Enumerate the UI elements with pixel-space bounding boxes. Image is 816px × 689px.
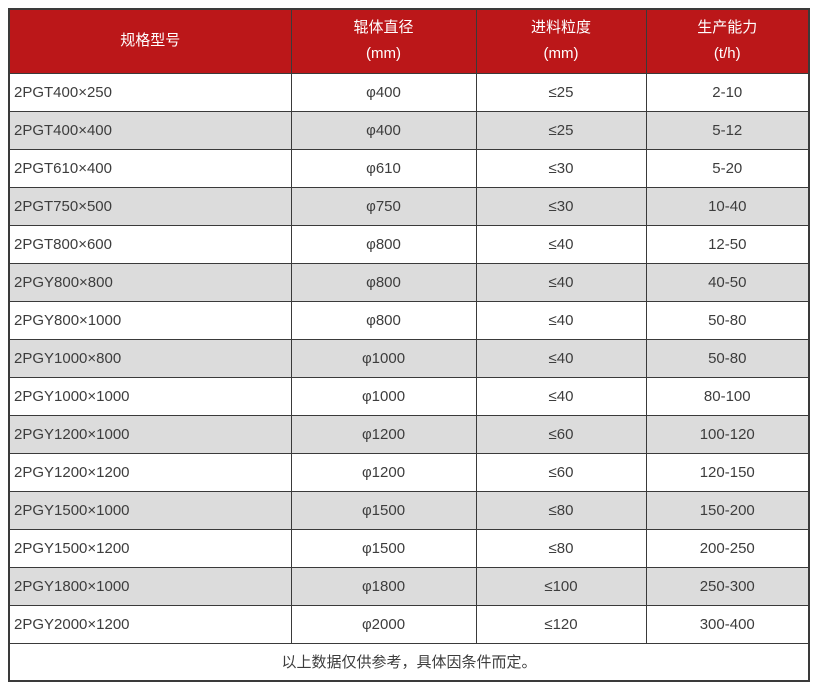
diameter-cell: φ400 <box>290 110 477 150</box>
diameter-cell: φ1500 <box>290 528 477 568</box>
capacity-cell: 150-200 <box>645 490 810 530</box>
header-cell-diameter: 辊体直径 (mm) <box>290 8 477 74</box>
feed-size-cell: ≤30 <box>475 186 647 226</box>
model-cell: 2PGT400×400 <box>8 110 292 150</box>
feed-size-cell: ≤80 <box>475 528 647 568</box>
footnote-text: 以上数据仅供参考，具体因条件而定。 <box>8 642 810 682</box>
model-cell: 2PGT750×500 <box>8 186 292 226</box>
header-unit-capacity: (t/h) <box>713 45 741 63</box>
capacity-cell: 80-100 <box>645 376 810 416</box>
table-row: 2PGT610×400 φ610 ≤30 5-20 <box>8 148 810 188</box>
diameter-cell: φ1200 <box>290 452 477 492</box>
header-label-diameter: 辊体直径 <box>353 19 414 37</box>
table-row: 2PGY800×1000 φ800 ≤40 50-80 <box>8 300 810 340</box>
diameter-cell: φ800 <box>290 300 477 340</box>
model-cell: 2PGY800×1000 <box>8 300 292 340</box>
capacity-cell: 5-12 <box>645 110 810 150</box>
diameter-cell: φ610 <box>290 148 477 188</box>
model-cell: 2PGY1200×1200 <box>8 452 292 492</box>
roller-crusher-spec-table: 规格型号 辊体直径 (mm) 进料粒度 (mm) 生产能力 (t/h) 2PGT… <box>8 8 810 682</box>
diameter-cell: φ1800 <box>290 566 477 606</box>
table-header: 规格型号 辊体直径 (mm) 进料粒度 (mm) 生产能力 (t/h) <box>8 8 810 74</box>
feed-size-cell: ≤60 <box>475 414 647 454</box>
diameter-cell: φ1500 <box>290 490 477 530</box>
feed-size-cell: ≤40 <box>475 376 647 416</box>
table-row: 2PGY1800×1000 φ1800 ≤100 250-300 <box>8 566 810 606</box>
feed-size-cell: ≤40 <box>475 300 647 340</box>
capacity-cell: 50-80 <box>645 300 810 340</box>
feed-size-cell: ≤40 <box>475 338 647 378</box>
feed-size-cell: ≤25 <box>475 72 647 112</box>
diameter-cell: φ1200 <box>290 414 477 454</box>
feed-size-cell: ≤40 <box>475 224 647 264</box>
table-row: 2PGY1500×1200 φ1500 ≤80 200-250 <box>8 528 810 568</box>
model-cell: 2PGT610×400 <box>8 148 292 188</box>
header-label-capacity: 生产能力 <box>697 19 758 37</box>
diameter-cell: φ1000 <box>290 338 477 378</box>
header-cell-feed-size: 进料粒度 (mm) <box>475 8 647 74</box>
table-footer: 以上数据仅供参考，具体因条件而定。 <box>8 642 810 682</box>
model-cell: 2PGY1000×1000 <box>8 376 292 416</box>
table-row: 2PGY1000×1000 φ1000 ≤40 80-100 <box>8 376 810 416</box>
feed-size-cell: ≤80 <box>475 490 647 530</box>
model-cell: 2PGY1500×1200 <box>8 528 292 568</box>
feed-size-cell: ≤25 <box>475 110 647 150</box>
table-row: 2PGY1200×1200 φ1200 ≤60 120-150 <box>8 452 810 492</box>
capacity-cell: 50-80 <box>645 338 810 378</box>
capacity-cell: 250-300 <box>645 566 810 606</box>
model-cell: 2PGY1500×1000 <box>8 490 292 530</box>
diameter-cell: φ1000 <box>290 376 477 416</box>
capacity-cell: 300-400 <box>645 604 810 644</box>
feed-size-cell: ≤30 <box>475 148 647 188</box>
capacity-cell: 5-20 <box>645 148 810 188</box>
header-unit-feed-size: (mm) <box>543 45 579 63</box>
header-cell-capacity: 生产能力 (t/h) <box>645 8 810 74</box>
diameter-cell: φ2000 <box>290 604 477 644</box>
feed-size-cell: ≤60 <box>475 452 647 492</box>
header-row: 规格型号 辊体直径 (mm) 进料粒度 (mm) 生产能力 (t/h) <box>8 8 810 74</box>
model-cell: 2PGY2000×1200 <box>8 604 292 644</box>
model-cell: 2PGY1800×1000 <box>8 566 292 606</box>
model-cell: 2PGY1200×1000 <box>8 414 292 454</box>
feed-size-cell: ≤40 <box>475 262 647 302</box>
table-row: 2PGT750×500 φ750 ≤30 10-40 <box>8 186 810 226</box>
table-row: 2PGY1500×1000 φ1500 ≤80 150-200 <box>8 490 810 530</box>
table-row: 2PGY1000×800 φ1000 ≤40 50-80 <box>8 338 810 378</box>
model-cell: 2PGY1000×800 <box>8 338 292 378</box>
diameter-cell: φ750 <box>290 186 477 226</box>
capacity-cell: 10-40 <box>645 186 810 226</box>
model-cell: 2PGY800×800 <box>8 262 292 302</box>
header-label-model: 规格型号 <box>120 32 181 50</box>
capacity-cell: 200-250 <box>645 528 810 568</box>
capacity-cell: 100-120 <box>645 414 810 454</box>
header-cell-model: 规格型号 <box>8 8 292 74</box>
model-cell: 2PGT400×250 <box>8 72 292 112</box>
header-label-feed-size: 进料粒度 <box>530 19 591 37</box>
table-row: 2PGY800×800 φ800 ≤40 40-50 <box>8 262 810 302</box>
diameter-cell: φ800 <box>290 224 477 264</box>
table-body: 2PGT400×250 φ400 ≤25 2-10 2PGT400×400 φ400 ≤25… <box>8 72 810 644</box>
capacity-cell: 40-50 <box>645 262 810 302</box>
table-row: 2PGT400×400 φ400 ≤25 5-12 <box>8 110 810 150</box>
table-row: 2PGY2000×1200 φ2000 ≤120 300-400 <box>8 604 810 644</box>
table-row: 2PGT800×600 φ800 ≤40 12-50 <box>8 224 810 264</box>
feed-size-cell: ≤120 <box>475 604 647 644</box>
model-cell: 2PGT800×600 <box>8 224 292 264</box>
diameter-cell: φ400 <box>290 72 477 112</box>
capacity-cell: 12-50 <box>645 224 810 264</box>
table-row: 2PGY1200×1000 φ1200 ≤60 100-120 <box>8 414 810 454</box>
footnote-row: 以上数据仅供参考，具体因条件而定。 <box>8 642 810 682</box>
capacity-cell: 120-150 <box>645 452 810 492</box>
header-unit-diameter: (mm) <box>366 45 401 63</box>
feed-size-cell: ≤100 <box>475 566 647 606</box>
capacity-cell: 2-10 <box>645 72 810 112</box>
diameter-cell: φ800 <box>290 262 477 302</box>
table-row: 2PGT400×250 φ400 ≤25 2-10 <box>8 72 810 112</box>
